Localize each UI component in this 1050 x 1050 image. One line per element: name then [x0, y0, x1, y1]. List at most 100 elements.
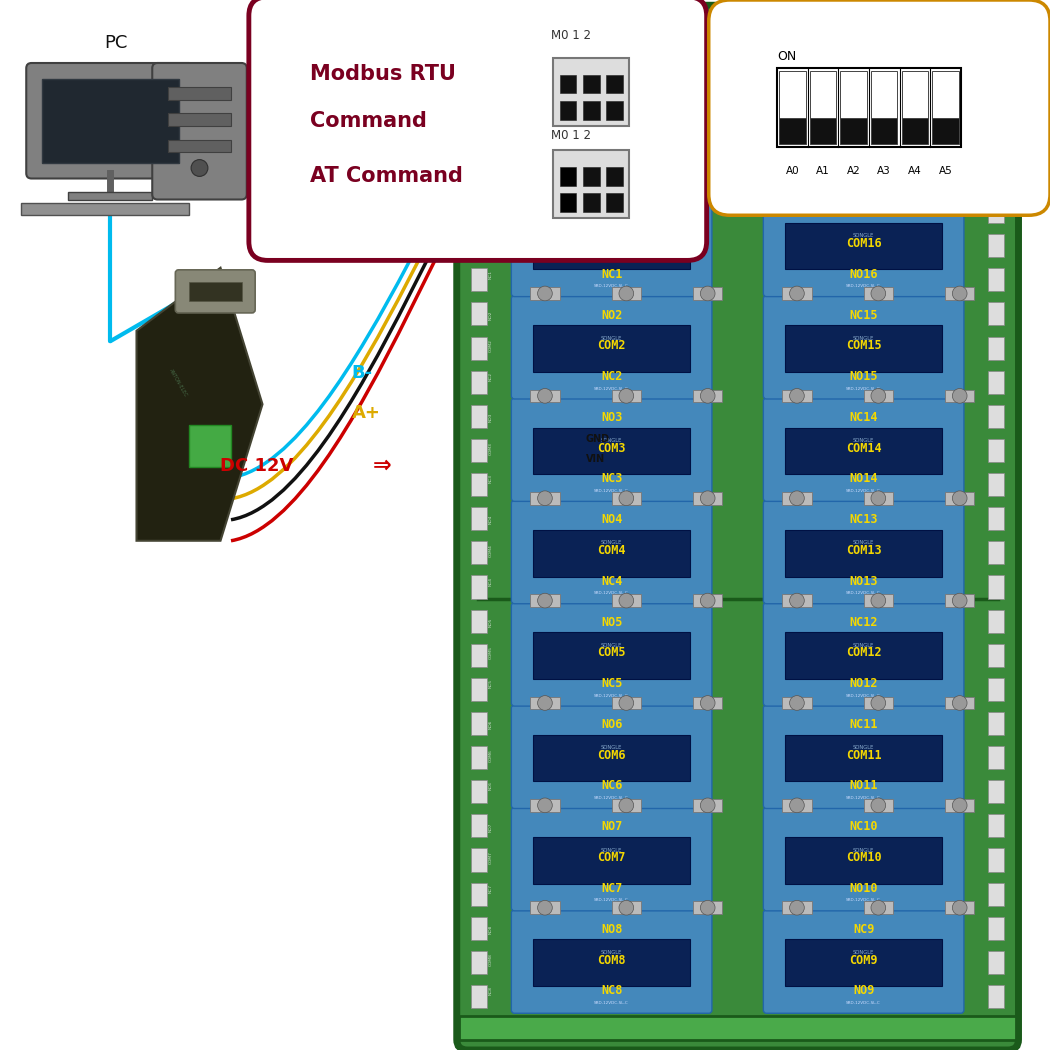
- Circle shape: [620, 490, 634, 505]
- Bar: [518, 160, 553, 169]
- Bar: [785, 223, 942, 270]
- Bar: [488, 47, 987, 189]
- Text: SRD-12VDC-SL-C: SRD-12VDC-SL-C: [846, 796, 881, 800]
- Circle shape: [538, 490, 552, 505]
- Bar: [560, 75, 576, 93]
- Text: SRD-12VDC-SL-C: SRD-12VDC-SL-C: [594, 899, 629, 902]
- Text: VIN: VIN: [562, 124, 575, 130]
- Circle shape: [700, 901, 715, 915]
- Circle shape: [952, 490, 967, 505]
- Bar: [988, 848, 1004, 872]
- Bar: [902, 118, 928, 144]
- Bar: [471, 507, 487, 530]
- Text: A2: A2: [846, 166, 860, 176]
- Text: COM2: COM2: [597, 339, 626, 352]
- Text: NC4: NC4: [488, 576, 492, 586]
- Text: SRD-12VDC-SL-C: SRD-12VDC-SL-C: [594, 285, 629, 288]
- Bar: [560, 167, 576, 186]
- Circle shape: [872, 184, 886, 198]
- Bar: [471, 780, 487, 803]
- Bar: [782, 594, 812, 607]
- Circle shape: [872, 901, 886, 915]
- Bar: [945, 390, 974, 402]
- Text: B: B: [562, 162, 567, 168]
- Text: NO12: NO12: [849, 677, 878, 690]
- Text: COM4: COM4: [488, 544, 492, 556]
- Bar: [785, 632, 942, 679]
- Circle shape: [790, 388, 804, 403]
- Bar: [471, 951, 487, 974]
- Bar: [514, 116, 556, 173]
- Bar: [611, 901, 640, 914]
- Bar: [779, 71, 805, 119]
- Text: SRD-12VDC-SL-C: SRD-12VDC-SL-C: [594, 386, 629, 391]
- Bar: [533, 223, 690, 270]
- Text: COM8: COM8: [597, 953, 626, 966]
- Bar: [782, 799, 812, 812]
- Bar: [598, 98, 704, 152]
- Bar: [872, 118, 898, 144]
- Bar: [471, 200, 487, 223]
- Text: NC3: NC3: [488, 475, 492, 483]
- FancyBboxPatch shape: [763, 500, 964, 604]
- Text: NO3: NO3: [488, 413, 492, 422]
- Bar: [68, 192, 152, 200]
- Text: SRD-12VDC-SL-C: SRD-12VDC-SL-C: [594, 796, 629, 800]
- Bar: [782, 697, 812, 710]
- Bar: [471, 404, 487, 428]
- FancyBboxPatch shape: [511, 398, 712, 501]
- Bar: [988, 542, 1004, 565]
- Bar: [471, 439, 487, 462]
- Bar: [988, 712, 1004, 735]
- Circle shape: [538, 286, 552, 301]
- Text: NO11: NO11: [849, 779, 878, 793]
- Bar: [782, 491, 812, 504]
- Bar: [988, 200, 1004, 223]
- Text: COM16: COM16: [846, 237, 881, 250]
- Bar: [471, 336, 487, 359]
- Circle shape: [790, 286, 804, 301]
- Polygon shape: [136, 268, 262, 541]
- Bar: [583, 101, 600, 120]
- Bar: [988, 882, 1004, 905]
- Bar: [840, 118, 867, 144]
- Text: NC1: NC1: [601, 268, 623, 280]
- Text: NC12: NC12: [849, 615, 878, 629]
- Text: ANTON-ELEC: ANTON-ELEC: [168, 369, 189, 398]
- Circle shape: [538, 695, 552, 710]
- FancyBboxPatch shape: [763, 603, 964, 706]
- Bar: [863, 390, 892, 402]
- Circle shape: [952, 798, 967, 813]
- Text: COM5: COM5: [597, 647, 626, 659]
- Circle shape: [952, 901, 967, 915]
- Bar: [945, 594, 974, 607]
- Text: M0 1 2: M0 1 2: [551, 28, 591, 42]
- Text: NC1: NC1: [488, 270, 492, 278]
- Circle shape: [872, 490, 886, 505]
- Text: NO8: NO8: [488, 925, 492, 934]
- Circle shape: [533, 145, 569, 181]
- Text: SRD-12VDC-SL-C: SRD-12VDC-SL-C: [594, 489, 629, 492]
- Bar: [840, 71, 867, 119]
- Text: COM10: COM10: [846, 852, 881, 864]
- Bar: [782, 287, 812, 300]
- Bar: [530, 799, 560, 812]
- Bar: [611, 491, 640, 504]
- Bar: [471, 609, 487, 632]
- Bar: [693, 491, 722, 504]
- FancyBboxPatch shape: [511, 909, 712, 1013]
- Bar: [950, 110, 982, 118]
- Bar: [988, 985, 1004, 1008]
- Bar: [693, 901, 722, 914]
- Text: A1: A1: [816, 166, 830, 176]
- Bar: [583, 75, 600, 93]
- Text: NO1: NO1: [488, 208, 492, 217]
- FancyBboxPatch shape: [175, 270, 255, 313]
- Bar: [606, 193, 623, 212]
- Bar: [988, 439, 1004, 462]
- Bar: [530, 697, 560, 710]
- Text: SONGLE: SONGLE: [601, 643, 623, 648]
- Bar: [693, 697, 722, 710]
- Bar: [988, 609, 1004, 632]
- Bar: [785, 940, 942, 986]
